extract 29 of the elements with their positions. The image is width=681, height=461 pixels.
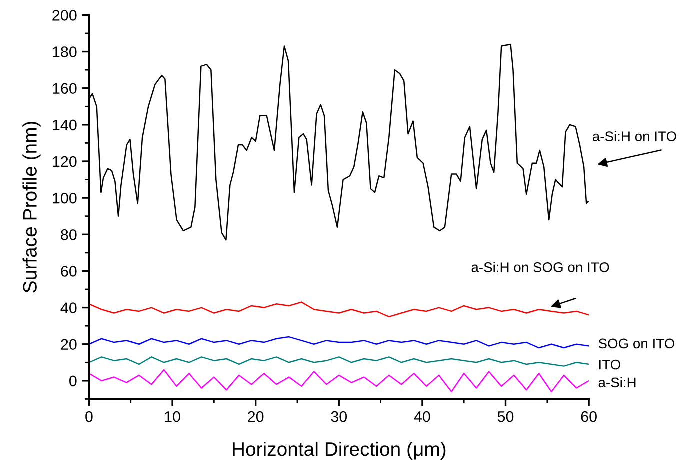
line-series [89, 302, 590, 318]
y-tick-label: 0 [70, 376, 77, 387]
x-axis-title: Horizontal Direction (μm) [233, 442, 446, 460]
line-series [89, 336, 590, 349]
series-label: a-Si:H on ITO [592, 131, 676, 142]
x-tick-label: 40 [414, 411, 430, 422]
y-tick-label: 20 [61, 339, 77, 350]
y-tick-label: 180 [53, 46, 77, 58]
x-tick-label: 60 [581, 411, 597, 422]
y-tick-label: 60 [61, 266, 77, 277]
series-label: a-Si:H [598, 377, 636, 388]
y-axis-title: Surface Profile (nm) [22, 122, 41, 293]
x-tick-label: 50 [498, 411, 514, 422]
line-series [89, 369, 590, 393]
y-tick-label: 80 [61, 230, 77, 240]
y-tick-label: 200 [52, 10, 77, 21]
series-label: ITO [600, 360, 620, 370]
line-series [89, 356, 590, 367]
text: a-Si:H on SOG on ITO [472, 262, 610, 272]
y-tick-label: 140 [53, 120, 77, 131]
y-tick-label: 40 [60, 302, 77, 314]
y-tick-label: 160 [53, 83, 77, 94]
y-tick-label: 120 [53, 156, 77, 168]
y-tick-label: 100 [53, 192, 77, 204]
x-tick-label: 30 [331, 411, 348, 422]
x-tick-label: 20 [248, 411, 264, 422]
x-tick-label: 0 [86, 411, 93, 422]
series-label: SOG on ITO [598, 338, 675, 349]
x-tick-label: 10 [165, 411, 180, 422]
